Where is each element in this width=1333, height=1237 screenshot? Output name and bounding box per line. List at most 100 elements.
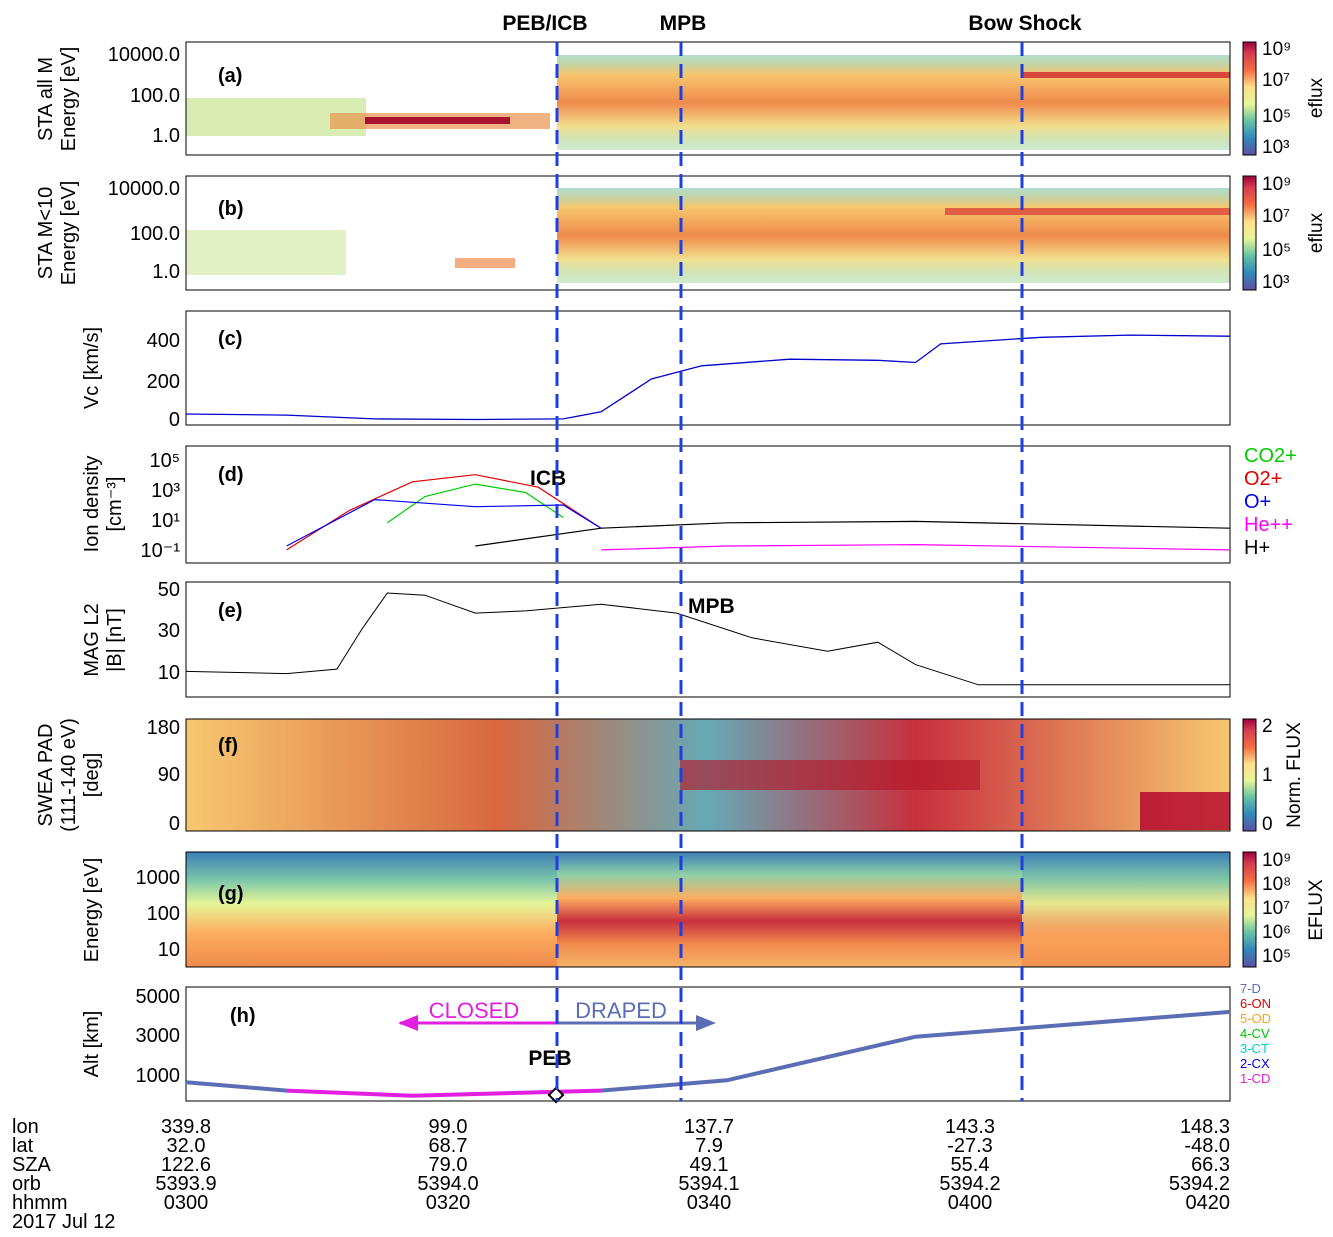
footer-cell: 339.8	[161, 1116, 211, 1138]
panel-c-tag: (c)	[218, 328, 242, 350]
panel-b-cbar-tick: 10⁵	[1262, 240, 1291, 261]
panel-e-ytick: 50	[158, 579, 180, 601]
footer-cell: 49.1	[690, 1154, 729, 1176]
panel-c-frame	[185, 310, 1231, 426]
legend-co2: CO2+	[1244, 445, 1297, 467]
panel-h-alt-closed	[286, 1088, 602, 1098]
panel-d-ytick: 10⁻¹	[141, 540, 181, 562]
panel-a-ytick: 100.0	[130, 85, 180, 107]
footer-cell: 143.3	[945, 1116, 995, 1138]
panel-b-heat-left	[186, 230, 346, 275]
footer-cell: 66.3	[1191, 1154, 1230, 1176]
panel-h-ytick: 3000	[136, 1025, 181, 1047]
panel-b-ytick: 100.0	[130, 223, 180, 245]
footer-cell: 0420	[1186, 1192, 1231, 1214]
panel-g-colorbar	[1242, 851, 1257, 968]
panel-g-cbar-tick: 10⁹	[1262, 850, 1291, 871]
panel-b-cbar-tick: 10³	[1262, 272, 1289, 293]
panel-f-ylabel-1: SWEA PAD	[35, 724, 57, 827]
panel-b-ytick: 10000.0	[108, 178, 180, 200]
footer-date: 2017 Jul 12	[12, 1211, 115, 1233]
footer-row-label: lon	[12, 1116, 39, 1138]
panel-a: (a) STA all M Energy [eV] 10000.0 100.0 …	[35, 39, 1327, 158]
panel-h-ylabel: Alt [km]	[81, 1011, 103, 1078]
panel-b-ylabel-1: STA M<10	[35, 187, 57, 279]
legend-2-cx: 2-CX	[1240, 1056, 1270, 1071]
panel-h-ytick: 5000	[136, 986, 181, 1008]
panel-g-cbar-tick: 10⁶	[1262, 922, 1291, 943]
panel-g-heat-left	[186, 852, 557, 967]
panel-a-tag: (a)	[218, 65, 242, 87]
closed-label: CLOSED	[429, 998, 519, 1023]
panel-d-ylabel-1: Ion density	[81, 456, 103, 553]
panel-g: (g) Energy [eV] 1000 100 10 10⁹ 10⁸ 10⁷ …	[81, 850, 1327, 968]
panel-e-ylabel-1: MAG L2	[81, 603, 103, 676]
footer-cell: 99.0	[429, 1116, 468, 1138]
panel-b-ylabel-2: Energy [eV]	[58, 181, 80, 286]
panel-a-ytick: 1.0	[152, 125, 180, 147]
footer-cell: 5394.2	[1169, 1173, 1230, 1195]
footer-cell: -48.0	[1184, 1135, 1230, 1157]
peb-label: PEB	[528, 1047, 571, 1070]
legend-4-cv: 4-CV	[1240, 1026, 1270, 1041]
panel-b-cbar-tick: 10⁹	[1262, 174, 1291, 195]
footer-cell: 0340	[687, 1192, 732, 1214]
panel-a-cbar-tick: 10⁹	[1262, 39, 1291, 60]
legend-7-d: 7-D	[1240, 981, 1261, 996]
panel-d: (d) ICB Ion density [cm⁻³] 10⁵ 10³ 10¹ 1…	[81, 445, 1297, 564]
panel-e-frame	[185, 581, 1231, 698]
panel-e-ytick: 30	[158, 620, 180, 642]
panel-e-tag: (e)	[218, 600, 242, 622]
footer-row-label: orb	[12, 1173, 41, 1195]
footer-cell: 55.4	[951, 1154, 990, 1176]
legend-o2: O2+	[1244, 468, 1282, 490]
panel-d-frame	[185, 445, 1231, 564]
panel-a-cbar-label: eflux	[1306, 77, 1327, 118]
panel-b: (b) STA M<10 Energy [eV] 10000.0 100.0 1…	[35, 174, 1327, 293]
footer-cell: 7.9	[695, 1135, 723, 1157]
footer-cell: 5393.9	[155, 1173, 216, 1195]
panel-a-cbar-tick: 10³	[1262, 137, 1289, 158]
footer-cell: -27.3	[947, 1135, 993, 1157]
panel-a-cbar-tick: 10⁵	[1262, 106, 1291, 127]
panel-d-series-H	[475, 520, 1231, 547]
panel-e-ylabel-2: |B| [nT]	[104, 608, 126, 672]
panel-f-cbar-tick: 2	[1262, 716, 1273, 737]
panel-c-ytick: 200	[147, 371, 180, 393]
panel-b-tag: (b)	[218, 198, 244, 220]
label-bow-shock: Bow Shock	[968, 12, 1082, 35]
panel-f-ylabel-2: (111-140 eV)	[58, 718, 80, 832]
panel-c-ytick: 0	[169, 409, 180, 431]
panel-h-ytick: 1000	[136, 1065, 181, 1087]
legend-hepp: He++	[1244, 514, 1293, 536]
footer-cell: 5394.1	[678, 1173, 739, 1195]
panel-d-ylabel-2: [cm⁻³]	[104, 477, 126, 532]
boundary-lines	[555, 42, 1024, 1101]
panel-g-cbar-tick: 10⁷	[1262, 898, 1290, 919]
panel-b-ytick: 1.0	[152, 261, 180, 283]
legend-h: H+	[1244, 537, 1270, 559]
panel-d-ytick: 10¹	[151, 510, 180, 532]
panel-b-cbar-label: eflux	[1306, 212, 1327, 253]
label-peb-icb: PEB/ICB	[502, 12, 587, 35]
panel-g-cbar-tick: 10⁵	[1262, 946, 1291, 967]
panel-g-cbar-tick: 10⁸	[1262, 874, 1291, 895]
panel-g-ytick: 10	[158, 939, 180, 961]
panel-f-frame	[185, 718, 1231, 832]
panel-c-vc-line	[185, 334, 1231, 421]
footer-cell: 137.7	[684, 1116, 734, 1138]
panel-f-heat-center	[680, 760, 980, 790]
peb-marker	[547, 1086, 565, 1104]
panel-f-colorbar	[1242, 718, 1257, 832]
panel-e-b-line	[185, 592, 1230, 686]
panel-b-colorbar	[1242, 175, 1257, 291]
panel-d-tag: (d)	[218, 464, 244, 486]
draped-label: DRAPED	[575, 998, 667, 1023]
footer-row-label: SZA	[12, 1154, 52, 1176]
panel-a-heat-closed-core	[365, 117, 510, 124]
panel-b-heat-band	[945, 208, 1230, 215]
panel-b-heat-sheath	[557, 188, 1230, 283]
panel-f: (f) SWEA PAD (111-140 eV) [deg] 180 90 0…	[35, 716, 1305, 835]
panel-a-ylabel-1: STA all M	[35, 57, 57, 141]
